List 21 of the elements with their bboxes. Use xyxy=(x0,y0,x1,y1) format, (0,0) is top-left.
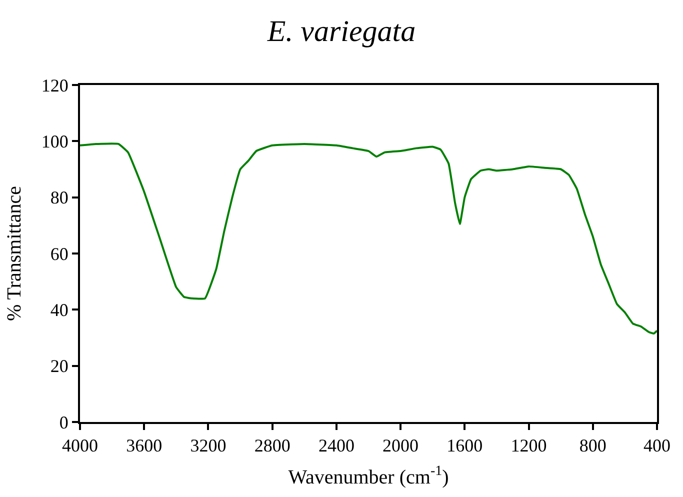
line-series xyxy=(80,142,657,335)
x-tick-label: 3200 xyxy=(190,436,226,456)
y-axis-title: % Transmittance xyxy=(3,186,26,321)
x-tick-label: 400 xyxy=(644,436,670,456)
x-tick-label: 800 xyxy=(579,436,606,456)
x-tick-label: 2800 xyxy=(254,436,290,456)
x-tick-label: 1600 xyxy=(446,436,483,456)
x-tick-label: 2400 xyxy=(318,436,354,456)
y-tick-label: 100 xyxy=(41,131,68,152)
y-tick-label: 40 xyxy=(50,300,68,320)
chart-title: E. variegata xyxy=(266,14,416,48)
y-tick-label: 80 xyxy=(50,188,68,208)
x-tick-label: 1200 xyxy=(510,436,547,456)
y-tick-label: 0 xyxy=(59,412,68,432)
x-tick-label: 3600 xyxy=(126,436,162,456)
y-tick-label: 20 xyxy=(50,356,68,376)
x-tick-label: 2000 xyxy=(382,436,419,456)
x-axis-title: Wavenumber (cm$^{-1}$) xyxy=(288,464,449,489)
y-tick-label: 60 xyxy=(50,244,68,264)
y-tick-label: 120 xyxy=(41,75,68,96)
x-tick-label: 4000 xyxy=(62,436,98,456)
